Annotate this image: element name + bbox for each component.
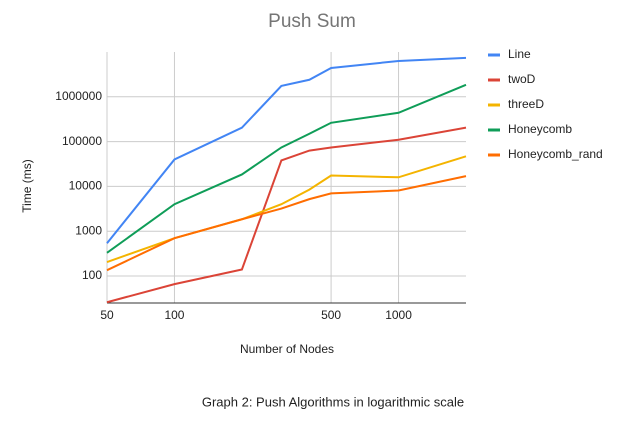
y-tick-label: 1000000	[55, 89, 102, 103]
series-line	[106, 175, 467, 272]
caption: Graph 2: Push Algorithms in logarithmic …	[202, 394, 464, 409]
series-line	[106, 126, 467, 304]
series-line	[106, 83, 467, 254]
series-line	[106, 56, 467, 244]
x-tick-label: 1000	[385, 308, 412, 322]
series-line	[106, 155, 467, 263]
legend-label: threeD	[508, 97, 544, 111]
y-tick-label: 100000	[62, 134, 102, 148]
y-tick-label: 100	[82, 268, 102, 282]
x-tick-label: 100	[164, 308, 184, 322]
x-tick-label: 50	[100, 308, 114, 322]
y-tick-label: 1000	[75, 223, 102, 237]
y-axis-label: Time (ms)	[20, 159, 34, 213]
legend-label: Honeycomb_rand	[508, 147, 603, 161]
legend-label: Line	[508, 47, 531, 61]
chart-title: Push Sum	[268, 11, 356, 32]
legend-label: Honeycomb	[508, 122, 572, 136]
x-axis-label: Number of Nodes	[240, 342, 334, 356]
legend-label: twoD	[508, 72, 536, 86]
x-tick-label: 500	[321, 308, 341, 322]
y-tick-label: 10000	[69, 179, 103, 193]
